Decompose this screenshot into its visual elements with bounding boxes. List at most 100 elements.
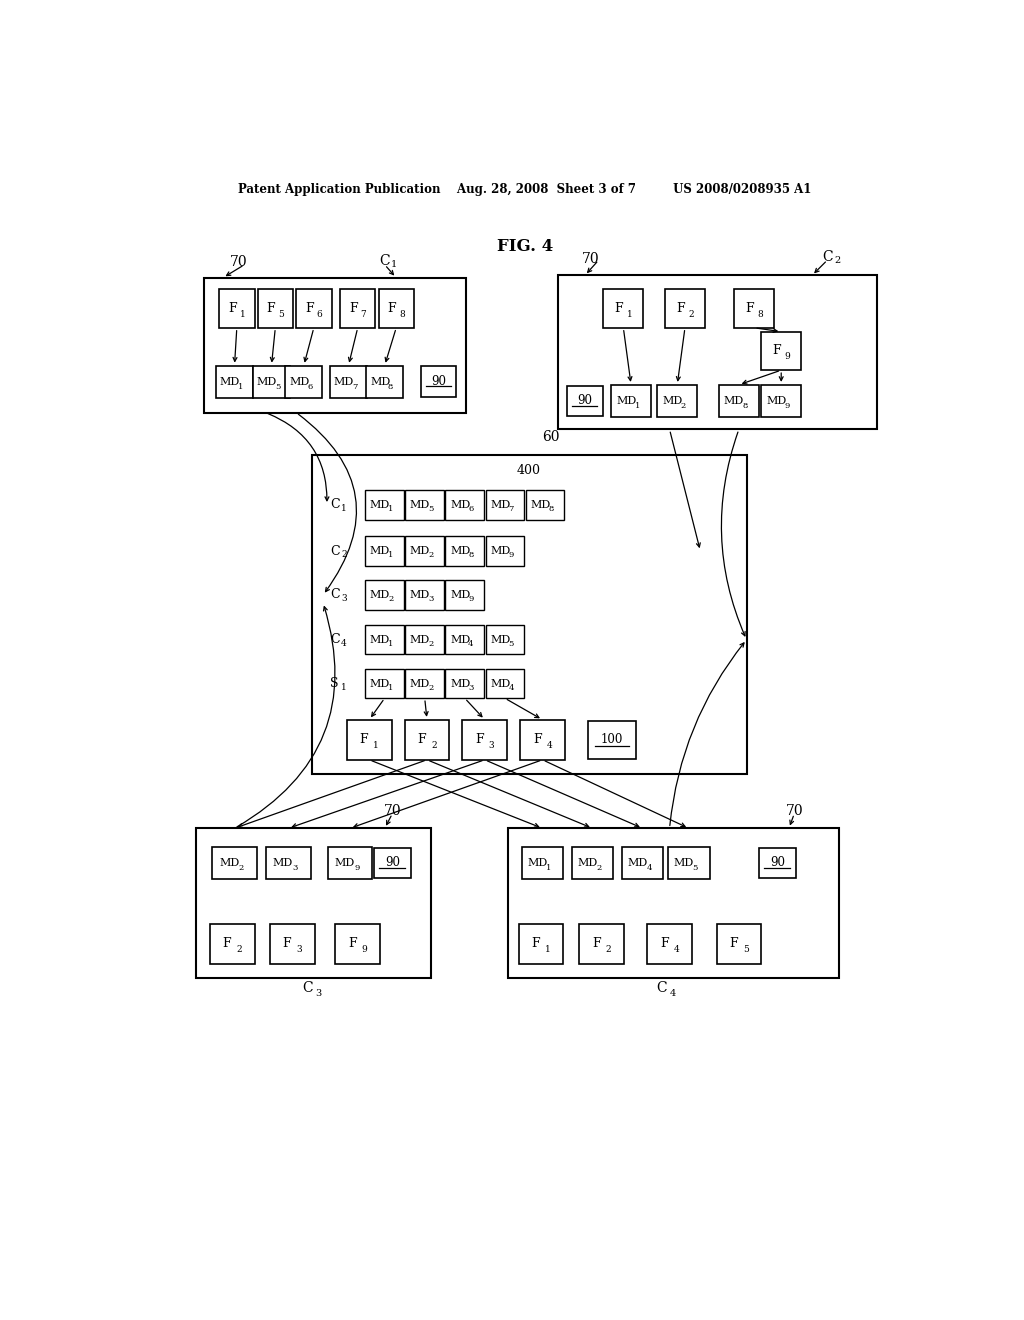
- Bar: [647, 924, 692, 964]
- Bar: [266, 847, 310, 879]
- Text: MD: MD: [527, 858, 548, 869]
- Text: FIG. 4: FIG. 4: [497, 239, 553, 256]
- Text: 5: 5: [279, 310, 284, 319]
- Text: 2: 2: [428, 552, 433, 560]
- Text: F: F: [228, 302, 237, 315]
- Text: 4: 4: [341, 639, 347, 648]
- Bar: [445, 490, 484, 520]
- Text: MD: MD: [490, 678, 510, 689]
- Text: F: F: [418, 733, 426, 746]
- Text: MD: MD: [370, 635, 390, 644]
- Text: 90: 90: [385, 857, 399, 870]
- Text: MD: MD: [370, 500, 390, 510]
- Text: F: F: [592, 937, 601, 950]
- Bar: [485, 536, 524, 566]
- Bar: [270, 924, 314, 964]
- Text: MD: MD: [273, 858, 293, 869]
- Text: 2: 2: [239, 863, 244, 871]
- Text: F: F: [531, 937, 540, 950]
- Text: 9: 9: [354, 863, 359, 871]
- Text: 7: 7: [352, 383, 357, 391]
- Text: 3: 3: [341, 594, 347, 603]
- Bar: [340, 289, 376, 327]
- Text: 7: 7: [360, 310, 367, 319]
- Bar: [485, 669, 524, 698]
- Bar: [196, 829, 431, 978]
- Bar: [759, 847, 796, 878]
- Text: MD: MD: [450, 546, 470, 556]
- Text: 5: 5: [428, 506, 433, 513]
- Bar: [485, 626, 524, 655]
- Text: 8: 8: [742, 401, 748, 409]
- Text: F: F: [283, 937, 291, 950]
- Bar: [571, 847, 613, 879]
- Bar: [518, 924, 563, 964]
- Text: 100: 100: [601, 733, 623, 746]
- Bar: [657, 385, 697, 417]
- Text: 6: 6: [307, 383, 312, 391]
- Bar: [366, 536, 403, 566]
- Bar: [508, 829, 839, 978]
- Text: 1: 1: [388, 640, 393, 648]
- Text: F: F: [659, 937, 669, 950]
- Bar: [311, 455, 746, 775]
- Text: 3: 3: [293, 863, 298, 871]
- Bar: [406, 626, 444, 655]
- Text: 2: 2: [681, 401, 686, 409]
- Text: MD: MD: [450, 590, 470, 601]
- Text: 1: 1: [374, 742, 379, 750]
- Bar: [404, 719, 450, 760]
- Text: 70: 70: [583, 252, 600, 265]
- Text: 1: 1: [388, 684, 393, 692]
- Bar: [668, 847, 710, 879]
- Text: 9: 9: [361, 945, 368, 954]
- Text: 5: 5: [692, 863, 698, 871]
- Text: Patent Application Publication    Aug. 28, 2008  Sheet 3 of 7         US 2008/02: Patent Application Publication Aug. 28, …: [239, 182, 811, 195]
- Text: F: F: [348, 937, 356, 950]
- Bar: [204, 277, 466, 412]
- Bar: [366, 626, 403, 655]
- Bar: [336, 924, 380, 964]
- Text: 90: 90: [431, 375, 446, 388]
- Bar: [761, 385, 801, 417]
- Text: MD: MD: [370, 546, 390, 556]
- Bar: [558, 276, 878, 429]
- Text: MD: MD: [289, 376, 309, 387]
- Text: F: F: [305, 302, 314, 315]
- Text: 5: 5: [742, 945, 749, 954]
- Bar: [445, 581, 484, 610]
- Text: 1: 1: [391, 260, 397, 269]
- Text: 2: 2: [428, 640, 433, 648]
- Text: MD: MD: [370, 678, 390, 689]
- Text: C: C: [302, 982, 313, 995]
- Text: F: F: [349, 302, 357, 315]
- Text: 1: 1: [635, 401, 640, 409]
- Bar: [406, 490, 444, 520]
- Text: 6: 6: [468, 506, 473, 513]
- Text: 70: 70: [384, 804, 401, 818]
- Bar: [286, 366, 323, 397]
- Text: F: F: [729, 937, 738, 950]
- Text: 5: 5: [274, 383, 281, 391]
- Bar: [212, 847, 257, 879]
- Text: MD: MD: [410, 635, 430, 644]
- Text: 8: 8: [388, 383, 393, 391]
- Text: MD: MD: [334, 376, 354, 387]
- Bar: [567, 385, 602, 416]
- Text: C: C: [822, 249, 833, 264]
- Bar: [520, 719, 565, 760]
- Bar: [717, 924, 761, 964]
- Bar: [347, 719, 391, 760]
- Bar: [445, 669, 484, 698]
- Text: F: F: [676, 302, 684, 315]
- Bar: [374, 847, 411, 878]
- Bar: [421, 367, 457, 397]
- Bar: [406, 669, 444, 698]
- Text: MD: MD: [410, 500, 430, 510]
- Bar: [588, 721, 636, 759]
- Text: F: F: [772, 345, 780, 358]
- Bar: [761, 331, 801, 370]
- Text: 1: 1: [388, 506, 393, 513]
- Text: 4: 4: [547, 742, 552, 750]
- Text: 3: 3: [315, 989, 322, 998]
